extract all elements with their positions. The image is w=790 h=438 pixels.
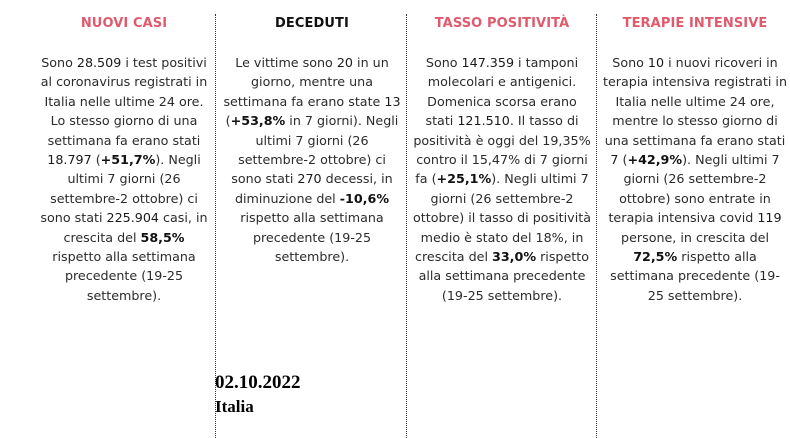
column-text: Le vittime sono 20 in un giorno, mentre … — [222, 53, 402, 266]
column-tasso-positivita: TASSO POSITIVITÀ Sono 147.359 i tamponi … — [412, 0, 592, 438]
column-heading: DECEDUTI — [275, 16, 349, 31]
figure: 18.797 — [47, 152, 92, 168]
column-terapie-intensive: TERAPIE INTENSIVE Sono 10 i nuovi ricove… — [603, 0, 787, 438]
column-nuovi-casi: NUOVI CASI Sono 28.509 i test positivi a… — [40, 0, 208, 438]
percent-change: 33,0% — [492, 249, 537, 265]
figure: 119 — [757, 210, 782, 226]
figure: 225.904 — [106, 210, 159, 226]
text-run: rispetto alla settimana precedente (19-2… — [52, 249, 196, 303]
text-run: Sono — [425, 55, 462, 70]
percent-change: +25,1% — [436, 171, 492, 187]
text-run: ). Negli ultimi 7 giorni (26 settembre-2… — [413, 171, 591, 265]
text-run: . Il tasso di positività è oggi del 19,3… — [413, 113, 591, 187]
text-run: ). Negli ultimi 7 giorni (26 settembre-2… — [40, 152, 201, 226]
percent-change: -10,6% — [339, 190, 390, 206]
text-run: in 7 giorni). Negli ultimi 7 giorni (26 … — [231, 113, 399, 187]
percent-change: +42,9% — [627, 152, 683, 168]
text-run: rispetto alla settimana precedente (19-2… — [418, 249, 590, 303]
column-divider — [596, 14, 597, 438]
text-run: ). Negli ultimi 7 giorni (26 settembre-2… — [608, 152, 780, 226]
column-divider — [406, 14, 407, 438]
figure: 10 — [647, 55, 665, 70]
column-heading: TERAPIE INTENSIVE — [622, 16, 768, 31]
text-run: i nuovi ricoveri in terapia intensiva re… — [603, 55, 787, 148]
stamp-date: 02.10.2022 — [215, 372, 301, 393]
percent-change: 72,5% — [633, 249, 678, 265]
figure: 270 — [297, 171, 322, 187]
text-run: Le vittime sono — [235, 55, 337, 70]
percent-change: +53,8% — [230, 113, 286, 129]
text-run: ( — [225, 113, 231, 129]
text-run: i test positivi al coronavirus registrat… — [40, 55, 208, 148]
column-text: Sono 10 i nuovi ricoveri in terapia inte… — [603, 53, 787, 305]
text-run: persone, in crescita del — [621, 229, 769, 245]
stamp-place: Italia — [215, 397, 254, 416]
text-run: i tamponi molecolari e antigenici. Domen… — [425, 55, 579, 129]
text-run: Sono — [41, 55, 77, 70]
figure: 147.359 — [461, 55, 515, 70]
figure: 28.509 — [76, 55, 122, 70]
column-deceduti: DECEDUTI Le vittime sono 20 in un giorno… — [222, 0, 402, 438]
column-heading: NUOVI CASI — [80, 16, 168, 31]
column-heading: TASSO POSITIVITÀ — [434, 16, 570, 31]
column-divider — [215, 14, 216, 438]
text-run: Sono — [612, 55, 648, 70]
percent-change: 58,5% — [140, 229, 185, 245]
figure: 20 — [336, 55, 354, 70]
text-run: rispetto alla settimana precedente (19-2… — [240, 210, 384, 265]
figure: 121.510 — [457, 113, 510, 129]
text-run: ( — [91, 152, 101, 168]
text-run: decessi, in diminuzione del — [234, 171, 393, 206]
figure: 13 — [384, 93, 401, 109]
column-text: Sono 28.509 i test positivi al coronavir… — [40, 53, 208, 305]
text-run: in un giorno, mentre una settimana fa er… — [223, 55, 389, 109]
figure: 7 — [610, 152, 619, 168]
text-run: casi, in crescita del — [63, 210, 208, 245]
percent-change: +51,7% — [100, 152, 156, 168]
column-text: Sono 147.359 i tamponi molecolari e anti… — [412, 53, 592, 305]
text-run: rispetto alla settimana precedente (19-2… — [610, 249, 780, 303]
text-run: ( — [618, 152, 628, 168]
